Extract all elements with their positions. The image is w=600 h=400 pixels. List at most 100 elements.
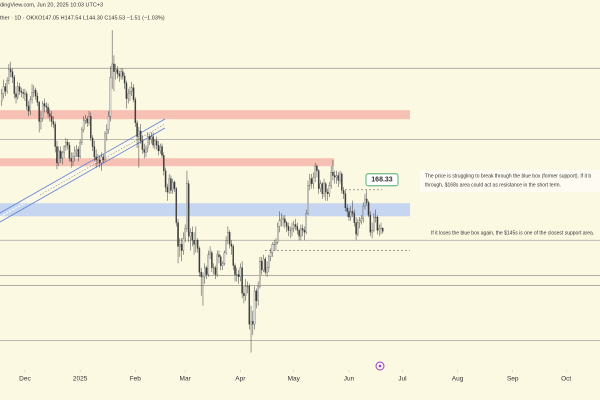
candle-body	[109, 77, 112, 117]
candle-body	[88, 116, 90, 124]
candle-body	[179, 244, 181, 247]
candle-body	[216, 254, 218, 275]
candle-body	[41, 103, 44, 120]
candle-body	[13, 77, 15, 94]
ohlc-readout: O147.05 H147.54 L144.30 C145.53 −1.51 (−…	[38, 15, 165, 21]
candle-body	[95, 156, 97, 161]
candle-body	[123, 75, 126, 84]
candle-body	[360, 218, 363, 221]
candle-body	[111, 63, 113, 78]
candle-body	[312, 176, 315, 184]
candles	[1, 30, 384, 353]
candle-body	[225, 240, 227, 253]
x-tick-label: Aug	[452, 376, 464, 383]
candle-body	[378, 228, 380, 231]
candle-body	[25, 93, 28, 107]
candle-body	[332, 172, 334, 176]
candle-body	[221, 263, 224, 266]
candle-body	[326, 191, 329, 194]
candle-body	[364, 198, 366, 207]
candle-body	[38, 102, 40, 122]
candle-body	[36, 95, 39, 103]
levels	[0, 67, 600, 341]
candle-body	[248, 285, 251, 325]
candle-body	[106, 129, 108, 134]
candle-body	[8, 69, 10, 81]
candle-body	[18, 86, 21, 92]
candle-body	[316, 165, 318, 171]
candle-body	[132, 87, 135, 100]
price-label: 168.33	[371, 177, 393, 184]
candle-body	[264, 258, 267, 273]
candle-body	[155, 140, 158, 146]
candle-body	[159, 146, 161, 152]
candle-body	[259, 261, 261, 287]
candle-body	[275, 242, 277, 245]
candle-body	[34, 89, 37, 97]
candle-body	[367, 202, 370, 216]
candle-body	[280, 218, 283, 221]
candle-body	[161, 146, 163, 156]
candle-body	[81, 129, 83, 143]
candle-body	[376, 216, 379, 231]
candle-body	[307, 185, 309, 214]
candle-body	[296, 226, 299, 231]
candle-body	[129, 91, 131, 94]
candle-body	[90, 116, 92, 139]
candle-body	[17, 86, 19, 98]
note-text: If it loses the blue box again, the $145…	[431, 230, 594, 236]
candle-body	[374, 216, 377, 218]
candle-body	[273, 244, 275, 245]
x-tick-label: May	[288, 376, 301, 383]
icon[interactable]	[375, 361, 385, 371]
x-tick-label: Jun	[344, 376, 355, 383]
candle-body	[271, 244, 274, 253]
candle-body	[260, 261, 263, 271]
candle-body	[325, 183, 327, 193]
candle-body	[152, 136, 154, 146]
candle-body	[93, 146, 96, 158]
candle-body	[163, 155, 165, 171]
candle-body	[20, 91, 23, 93]
candle-body	[309, 178, 311, 186]
source-text: dingView.com, Jun 20, 2025 10:03 UTC+3	[0, 2, 103, 8]
candle-body	[342, 190, 345, 194]
candle-body	[287, 226, 290, 231]
candle-body	[150, 136, 153, 140]
candle-body	[15, 93, 17, 98]
candle-body	[72, 156, 74, 162]
candle-body	[355, 222, 357, 235]
candle-body	[98, 159, 101, 164]
candle-body	[29, 99, 32, 112]
candle-body	[107, 116, 110, 130]
x-tick-label: Sep	[507, 376, 519, 383]
candle-body	[4, 86, 7, 92]
candle-body	[127, 93, 129, 99]
candle-body	[314, 165, 316, 178]
candle-body	[157, 144, 160, 152]
candle-body	[52, 121, 55, 125]
candle-body	[59, 150, 62, 159]
candle-body	[276, 226, 279, 243]
icon-dot	[378, 364, 382, 368]
candle-body	[337, 175, 340, 181]
candle-body	[278, 220, 281, 227]
candle-body	[136, 122, 138, 137]
candle-body	[339, 173, 341, 181]
candle-body	[9, 69, 12, 72]
x-tick-label: Jul	[398, 376, 407, 383]
candle-body	[351, 211, 354, 214]
candle-body	[362, 205, 364, 220]
candle-body	[344, 193, 347, 209]
candle-body	[239, 267, 242, 277]
candle-body	[255, 290, 258, 301]
candle-body	[27, 105, 30, 112]
candle-body	[148, 136, 151, 140]
candle-body	[49, 113, 51, 117]
candle-body	[56, 146, 58, 164]
candle-body	[134, 99, 137, 124]
candle-body	[63, 146, 65, 153]
candle-body	[369, 214, 372, 233]
candle-body	[154, 140, 156, 146]
